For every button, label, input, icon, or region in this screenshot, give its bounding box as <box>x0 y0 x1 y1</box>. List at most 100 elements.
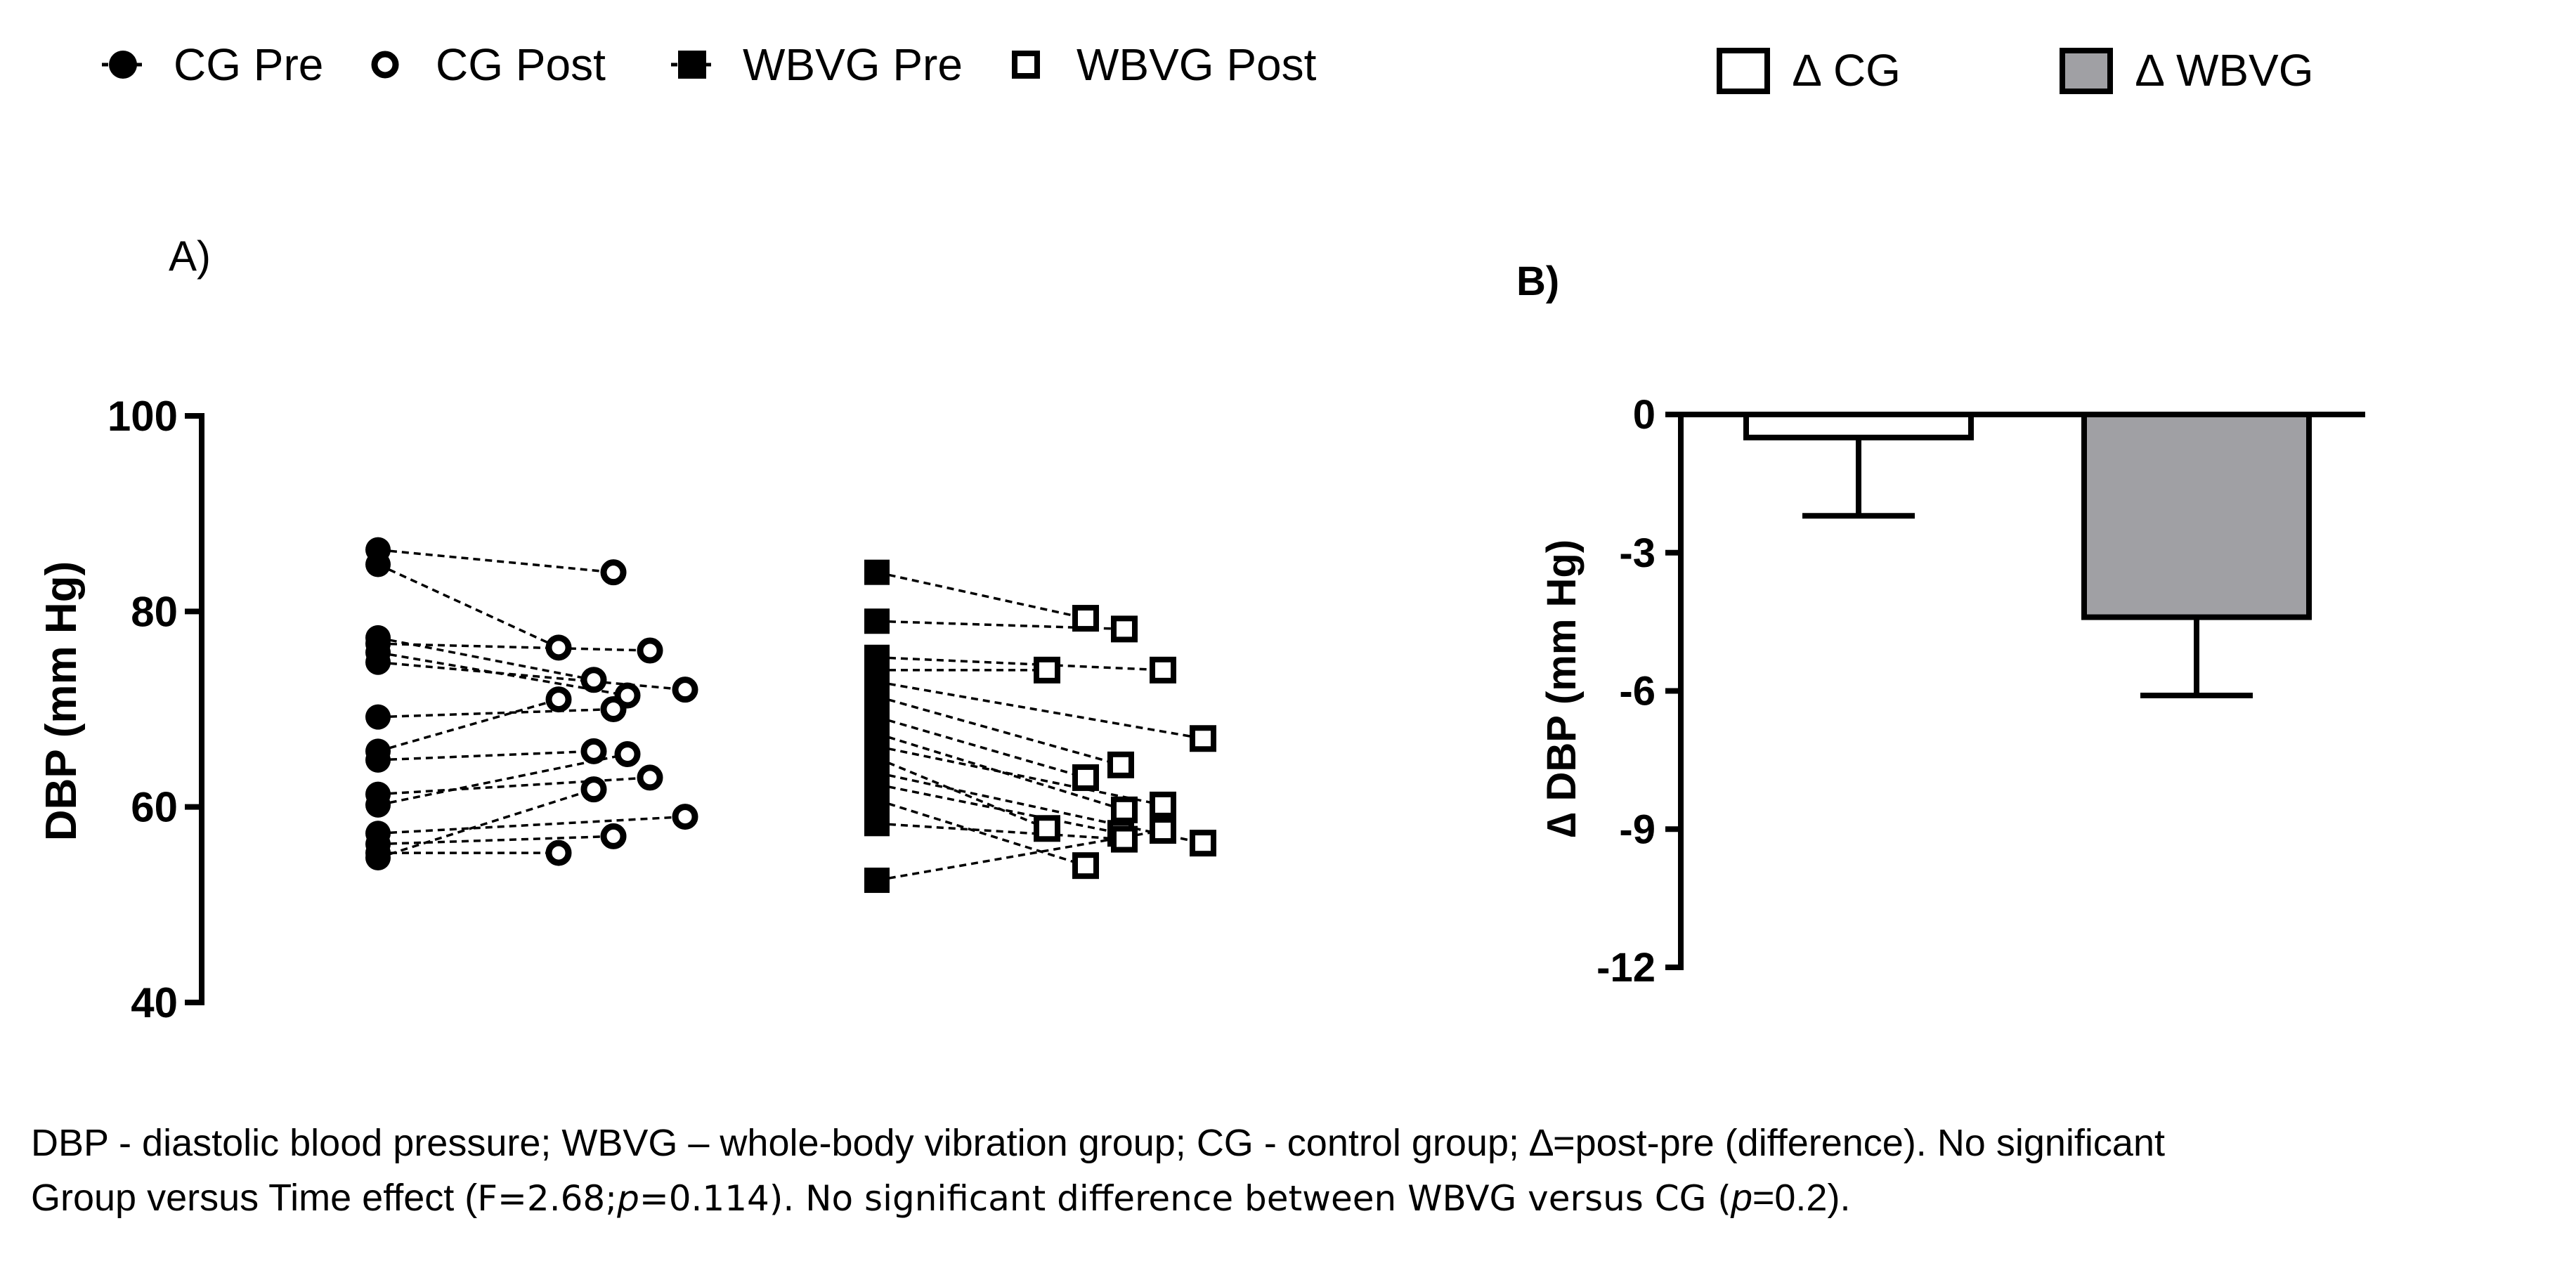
post-point-cg-0 <box>600 559 627 586</box>
legend-panel-a: CG Pre CG Post WBVG Pre WBVG Post <box>102 39 1317 90</box>
pre-point-wbvg-12 <box>864 787 890 813</box>
legend-marker-3 <box>1012 51 1040 79</box>
legend-marker-1 <box>371 51 399 79</box>
post-point-wbvg-14 <box>1150 817 1176 844</box>
pre-point-wbvg-0 <box>864 559 890 585</box>
pre-point-cg-14 <box>365 845 391 871</box>
post-point-wbvg-0 <box>1072 605 1099 632</box>
bar-0 <box>1743 412 1974 440</box>
legend-label-1: CG Post <box>436 39 606 90</box>
y-axis-label-a: DBP (mm Hg) <box>37 561 86 841</box>
post-point-cg-7 <box>545 686 572 713</box>
pair-line-cg-0 <box>377 548 614 574</box>
panel-b-label: B) <box>1516 259 1559 304</box>
post-point-cg-8 <box>580 738 607 764</box>
legend-label-0: CG Pre <box>174 39 323 90</box>
post-point-cg-3 <box>637 637 663 664</box>
caption-stat: F=2.68; <box>477 1178 618 1219</box>
post-point-wbvg-5 <box>1107 751 1134 778</box>
legend-label-3: WBVG Post <box>1076 39 1317 90</box>
group-wbvg <box>864 559 1216 894</box>
pair-line-wbvg-8 <box>876 745 1164 806</box>
y-tick-label-b-3: -9 <box>1619 806 1655 852</box>
pair-line-wbvg-9 <box>876 757 1048 830</box>
pre-point-wbvg-1 <box>864 608 890 634</box>
pre-point-wbvg-13 <box>864 811 890 837</box>
legend-b-label-0: ∆ CG <box>1793 45 1901 96</box>
pre-point-cg-10 <box>365 792 391 818</box>
pair-line-wbvg-5 <box>876 695 1121 766</box>
post-point-wbvg-4 <box>1190 725 1216 752</box>
pair-line-wbvg-2 <box>876 655 1164 672</box>
post-point-wbvg-3 <box>1034 656 1060 684</box>
panel-b-chart: 0 -3 -6 -9 -12 ∆ DBP (mm Hg) <box>1539 392 2365 991</box>
y-tick-label-b-2: -6 <box>1619 669 1655 714</box>
post-point-cg-10 <box>614 741 641 768</box>
post-point-cg-2 <box>580 667 607 693</box>
y-tick-label-b-4: -12 <box>1596 945 1655 991</box>
post-point-cg-1 <box>545 634 572 661</box>
pair-line-cg-10 <box>377 752 628 806</box>
panel-a-chart: 40 60 80 100 DBP (mm Hg) <box>37 393 1216 1026</box>
post-point-cg-13 <box>545 839 572 866</box>
pair-line-wbvg-10 <box>876 771 1204 844</box>
pair-line-wbvg-6 <box>876 715 1086 779</box>
group-cg <box>365 537 698 871</box>
post-point-wbvg-9 <box>1034 815 1060 842</box>
post-point-wbvg-6 <box>1072 764 1099 791</box>
post-point-cg-11 <box>672 804 698 830</box>
caption-line-1: DBP - diastolic blood pressure; WBVG – w… <box>31 1122 2165 1164</box>
figure-caption: DBP - diastolic blood pressure; WBVG – w… <box>31 1116 2561 1226</box>
y-tick-label-a-1: 60 <box>131 784 178 831</box>
legend-b-label-1: ∆ WBVG <box>2136 45 2314 96</box>
pair-line-wbvg-4 <box>876 680 1204 740</box>
post-point-cg-9 <box>637 764 663 791</box>
post-point-wbvg-12 <box>1072 852 1099 880</box>
legend-b-swatch-0 <box>1717 48 1770 94</box>
caption-p-symbol-1: p <box>617 1178 639 1219</box>
pair-line-wbvg-7 <box>876 732 1125 811</box>
pair-line-cg-9 <box>377 776 651 796</box>
figure: CG Pre CG Post WBVG Pre WBVG Post ∆ CG ∆ WBV… <box>37 39 2365 1026</box>
y-axis-label-b: ∆ DBP (mm Hg) <box>1539 540 1585 837</box>
pair-line-cg-12 <box>377 835 614 846</box>
pair-line-cg-3 <box>377 642 651 652</box>
pair-line-wbvg-13 <box>876 822 1125 841</box>
pre-point-wbvg-14 <box>864 868 890 894</box>
pair-line-cg-11 <box>377 815 686 835</box>
pair-line-cg-5 <box>377 660 686 691</box>
y-tick-label-b-0: 0 <box>1633 392 1655 438</box>
caption-stat-2: =0.114). No significant difference betwe… <box>639 1178 1731 1219</box>
caption-end: =0.2). <box>1752 1177 1851 1219</box>
pair-line-wbvg-12 <box>876 799 1086 867</box>
pair-line-wbvg-0 <box>876 570 1086 620</box>
legend-b-swatch-1 <box>2060 48 2113 94</box>
post-point-cg-6 <box>600 696 627 722</box>
bar-1 <box>2081 412 2312 620</box>
pre-point-cg-1 <box>365 551 391 577</box>
y-tick-label-a-3: 100 <box>108 393 178 440</box>
legend-marker-2 <box>678 51 706 79</box>
post-point-wbvg-7 <box>1111 796 1138 823</box>
pre-point-cg-6 <box>365 704 391 730</box>
post-point-cg-5 <box>672 677 698 703</box>
pair-line-cg-1 <box>377 563 559 649</box>
caption-line-2-a: Group versus Time effect ( <box>31 1177 478 1219</box>
pair-line-cg-4 <box>377 651 628 697</box>
post-point-wbvg-1 <box>1111 615 1138 643</box>
post-point-wbvg-2 <box>1150 656 1176 684</box>
pair-line-cg-7 <box>377 698 559 753</box>
pair-line-wbvg-11 <box>876 783 1121 835</box>
legend-marker-0 <box>109 51 137 79</box>
legend-label-2: WBVG Pre <box>743 39 963 90</box>
post-point-wbvg-8 <box>1150 791 1176 818</box>
pair-line-cg-8 <box>377 750 594 762</box>
legend-panel-b: ∆ CG ∆ WBVG <box>1717 45 2314 96</box>
post-point-wbvg-10 <box>1190 830 1216 857</box>
pre-point-cg-5 <box>365 649 391 675</box>
post-point-cg-12 <box>600 823 627 849</box>
post-point-cg-14 <box>580 776 607 803</box>
y-tick-label-b-1: -3 <box>1619 530 1655 576</box>
panel-a-label: A) <box>169 233 211 280</box>
caption-line-2: Group versus Time effect (F=2.68;p=0.114… <box>31 1170 2561 1226</box>
